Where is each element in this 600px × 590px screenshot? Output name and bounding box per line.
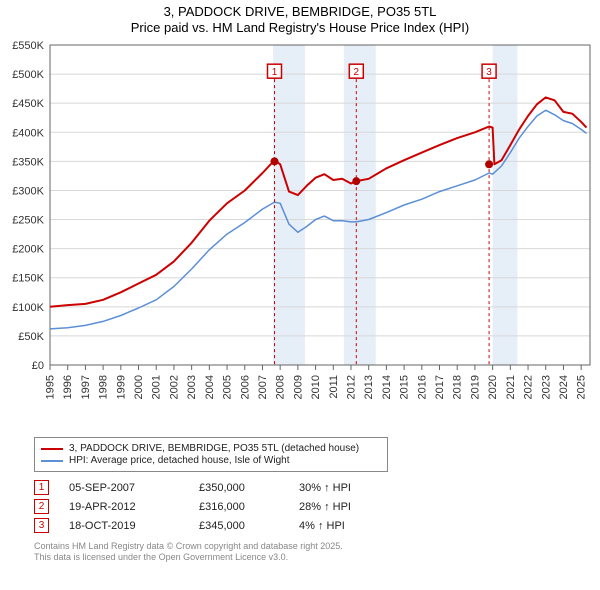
sale-row-delta: 4% ↑ HPI (299, 520, 399, 532)
x-tick-label: 2024 (558, 375, 570, 399)
sale-row-marker: 1 (34, 480, 49, 495)
sale-row-date: 05-SEP-2007 (69, 482, 199, 494)
y-tick-label: £50K (18, 331, 44, 343)
sale-row-price: £316,000 (199, 501, 299, 513)
y-tick-label: £500K (12, 69, 44, 81)
footer-line-2: This data is licensed under the Open Gov… (34, 552, 592, 563)
x-tick-label: 2002 (168, 375, 180, 399)
x-tick-label: 2023 (540, 375, 552, 399)
x-tick-label: 2010 (310, 375, 322, 399)
legend: 3, PADDOCK DRIVE, BEMBRIDGE, PO35 5TL (d… (34, 437, 388, 472)
footer-attribution: Contains HM Land Registry data © Crown c… (34, 541, 592, 564)
y-tick-label: £300K (12, 185, 44, 197)
x-tick-label: 2011 (328, 375, 340, 399)
recession-band (273, 45, 305, 365)
x-tick-label: 2007 (257, 375, 269, 399)
title-line-1: 3, PADDOCK DRIVE, BEMBRIDGE, PO35 5TL (0, 4, 600, 19)
x-tick-label: 2017 (434, 375, 446, 399)
chart-area: £0 £50K £100K £150K £200K £250K £300K £350K £400… (0, 35, 600, 435)
y-tick-label: £100K (12, 302, 44, 314)
legend-label: 3, PADDOCK DRIVE, BEMBRIDGE, PO35 5TL (d… (69, 443, 359, 454)
x-tick-label: 2015 (399, 375, 411, 399)
sale-row-marker: 2 (34, 499, 49, 514)
sale-point (485, 160, 493, 168)
x-tick-label: 2003 (186, 375, 198, 399)
chart-title: 3, PADDOCK DRIVE, BEMBRIDGE, PO35 5TL Pr… (0, 0, 600, 35)
y-tick-label: £150K (12, 273, 44, 285)
price-chart: £0 £50K £100K £150K £200K £250K £300K £350K £400… (0, 35, 600, 435)
x-tick-label: 2018 (452, 375, 464, 399)
footer-line-1: Contains HM Land Registry data © Crown c… (34, 541, 592, 552)
recession-band (493, 45, 518, 365)
sale-point (352, 177, 360, 185)
x-tick-label: 1999 (115, 375, 127, 399)
x-tick-label: 2005 (222, 375, 234, 399)
x-tick-label: 2004 (204, 375, 216, 399)
sale-row-price: £345,000 (199, 520, 299, 532)
x-tick-label: 2000 (133, 375, 145, 399)
sale-row: 3 18-OCT-2019£345,0004% ↑ HPI (34, 518, 592, 533)
sale-row-marker: 3 (34, 518, 49, 533)
x-tick-label: 2008 (275, 375, 287, 399)
sale-row-delta: 30% ↑ HPI (299, 482, 399, 494)
x-tick-label: 2014 (381, 375, 393, 399)
x-tick-label: 1997 (80, 375, 92, 399)
x-tick-label: 2022 (523, 375, 535, 399)
x-tick-label: 2001 (151, 375, 163, 399)
legend-label: HPI: Average price, detached house, Isle… (69, 455, 290, 466)
x-tick-label: 2013 (363, 375, 375, 399)
sale-row-date: 19-APR-2012 (69, 501, 199, 513)
legend-swatch (41, 460, 63, 462)
x-tick-label: 2025 (576, 375, 588, 399)
sale-marker-label: 3 (486, 67, 492, 78)
sale-row-price: £350,000 (199, 482, 299, 494)
x-tick-label: 2021 (505, 375, 517, 399)
sale-point (270, 157, 278, 165)
recession-band (344, 45, 376, 365)
sales-table: 1 05-SEP-2007£350,00030% ↑ HPI 2 19-APR-201… (34, 480, 592, 533)
x-tick-label: 2016 (416, 375, 428, 399)
x-tick-label: 2019 (469, 375, 481, 399)
y-tick-label: £200K (12, 244, 44, 256)
title-line-2: Price paid vs. HM Land Registry's House … (0, 20, 600, 35)
y-tick-label: £550K (12, 40, 44, 52)
legend-swatch (41, 448, 63, 450)
sale-marker-label: 2 (354, 67, 360, 78)
sale-row-date: 18-OCT-2019 (69, 520, 199, 532)
legend-item: HPI: Average price, detached house, Isle… (41, 455, 381, 466)
x-tick-label: 1995 (45, 375, 57, 399)
y-tick-label: £450K (12, 98, 44, 110)
x-tick-label: 2012 (346, 375, 358, 399)
x-tick-label: 2020 (487, 375, 499, 399)
x-tick-label: 1996 (62, 375, 74, 399)
legend-item: 3, PADDOCK DRIVE, BEMBRIDGE, PO35 5TL (d… (41, 443, 381, 454)
x-tick-label: 1998 (98, 375, 110, 399)
y-tick-label: £350K (12, 156, 44, 168)
x-tick-label: 2006 (239, 375, 251, 399)
y-tick-label: £400K (12, 127, 44, 139)
sale-row: 2 19-APR-2012£316,00028% ↑ HPI (34, 499, 592, 514)
y-tick-label: £250K (12, 215, 44, 227)
sale-row: 1 05-SEP-2007£350,00030% ↑ HPI (34, 480, 592, 495)
sale-marker-label: 1 (272, 67, 278, 78)
sale-row-delta: 28% ↑ HPI (299, 501, 399, 513)
y-tick-label: £0 (32, 360, 44, 372)
x-tick-label: 2009 (292, 375, 304, 399)
